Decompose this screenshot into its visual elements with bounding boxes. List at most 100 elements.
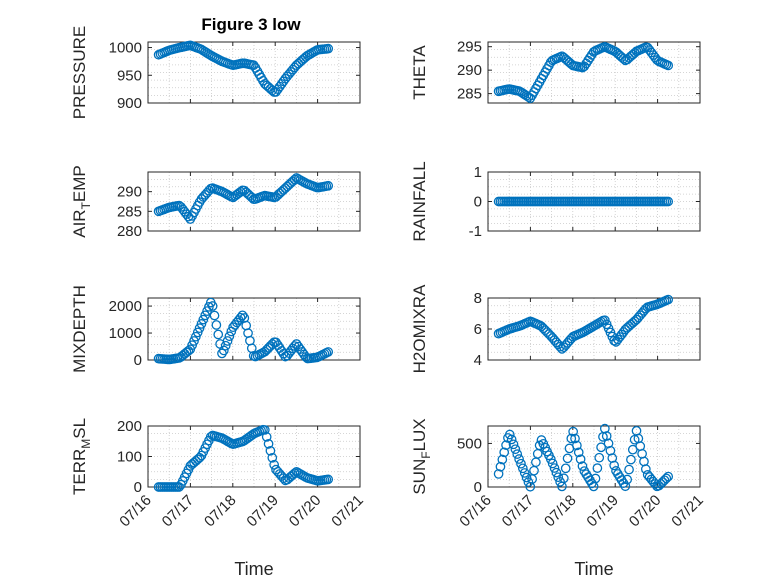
y-tick-label: 295: [457, 39, 482, 56]
series-pressure: [153, 40, 334, 97]
data-point: [267, 452, 278, 463]
data-point: [590, 473, 601, 484]
x-tick-label: 07/20: [626, 492, 665, 531]
data-point: [601, 431, 612, 441]
data-point: [499, 447, 510, 458]
y-tick-label: 8: [474, 290, 482, 307]
data-point: [493, 469, 504, 479]
data-point: [607, 453, 618, 463]
y-tick-label: 1000: [109, 40, 142, 57]
x-tick-label: 07/17: [159, 492, 198, 531]
x-axis-label: Time: [234, 559, 273, 579]
subplot-h2omixra: 4 6 8 H2OMIXRA: [410, 284, 701, 373]
data-point: [508, 439, 519, 450]
y-tick-label: 950: [117, 67, 142, 84]
data-point: [519, 468, 530, 478]
data-point: [624, 464, 634, 475]
subplot-pressure: 900 950 1000 PRESSURE: [70, 26, 361, 120]
data-point: [599, 423, 610, 434]
subplot-mixdepth: 0 1000 2000 MIXDEPTH: [70, 285, 361, 373]
x-tick-label: 07/17: [499, 492, 538, 531]
y-axis-label: H2OMIXRA: [410, 284, 429, 373]
series-theta: [493, 41, 674, 104]
data-point: [220, 340, 231, 351]
data-point: [187, 340, 197, 351]
data-point: [577, 461, 588, 471]
data-point: [237, 310, 248, 321]
data-point: [663, 471, 674, 482]
x-tick-label: 07/21: [328, 492, 367, 531]
data-point: [514, 454, 524, 464]
data-point: [570, 433, 580, 444]
data-point: [558, 473, 569, 484]
data-point: [222, 336, 233, 346]
data-point: [189, 336, 199, 346]
data-point: [555, 341, 565, 352]
data-point: [596, 442, 606, 453]
y-tick-label: 285: [457, 86, 482, 103]
data-point: [592, 463, 603, 473]
y-tick-label: 0: [474, 479, 482, 496]
y-tick-label: 1000: [109, 325, 142, 342]
data-point: [235, 312, 246, 323]
data-point: [192, 327, 203, 338]
axes-box: [147, 171, 361, 232]
data-point: [202, 306, 212, 316]
data-point: [289, 174, 300, 185]
data-point: [497, 454, 508, 465]
data-point: [495, 461, 506, 472]
y-tick-label: 6: [474, 321, 482, 338]
x-axis-label: Time: [574, 559, 613, 579]
series-mixdepth: [153, 297, 334, 365]
data-point: [506, 434, 517, 445]
data-point: [191, 331, 201, 342]
data-point: [213, 329, 224, 340]
data-point: [594, 452, 605, 463]
series-terr_msl: [153, 424, 334, 492]
data-point: [209, 310, 220, 321]
y-tick-label: 0: [474, 194, 482, 211]
data-point: [198, 314, 209, 325]
data-point: [323, 347, 334, 357]
y-tick-label: 500: [457, 435, 482, 452]
series-rainfall: [493, 196, 674, 207]
data-point: [218, 345, 229, 356]
y-axis-label: MIXDEPTH: [70, 285, 89, 373]
y-tick-label: 0: [134, 352, 142, 369]
y-tick-label: 900: [117, 95, 142, 112]
y-tick-label: 285: [117, 203, 142, 220]
data-point: [323, 474, 334, 485]
data-point: [207, 301, 218, 311]
data-point: [211, 320, 222, 330]
subplot-terr_msl: 0 100 200 07/16 07/17 07/18 07/19 07/20 07/21 TER…: [70, 418, 367, 579]
data-point: [560, 463, 571, 474]
axes-box: [147, 41, 361, 104]
y-axis-label: PRESSURE: [70, 26, 89, 120]
y-tick-label: 2000: [109, 298, 142, 315]
y-axis-label: AIRTEMP: [70, 165, 93, 238]
y-tick-label: 1: [474, 164, 482, 181]
y-tick-label: 0: [134, 479, 142, 496]
data-point: [512, 449, 523, 459]
data-point: [553, 472, 564, 483]
data-point: [521, 472, 532, 483]
y-axis-label: SUNFLUX: [410, 418, 433, 494]
data-point: [289, 341, 300, 351]
data-point: [562, 453, 573, 464]
data-point: [200, 310, 211, 321]
series-h2omixra: [493, 294, 674, 354]
y-axis-label: RAINFALL: [410, 161, 429, 241]
data-point: [263, 439, 274, 449]
data-point: [663, 60, 674, 71]
data-point: [549, 463, 560, 473]
data-point: [545, 454, 556, 465]
x-tick-label: 07/16: [116, 492, 155, 531]
data-point: [640, 464, 651, 474]
data-point: [204, 301, 214, 312]
data-point: [622, 474, 633, 485]
x-tick-label: 07/18: [541, 492, 580, 531]
y-axis-label: THETA: [410, 45, 429, 100]
y-tick-label: -1: [469, 223, 482, 240]
data-point: [547, 458, 558, 469]
